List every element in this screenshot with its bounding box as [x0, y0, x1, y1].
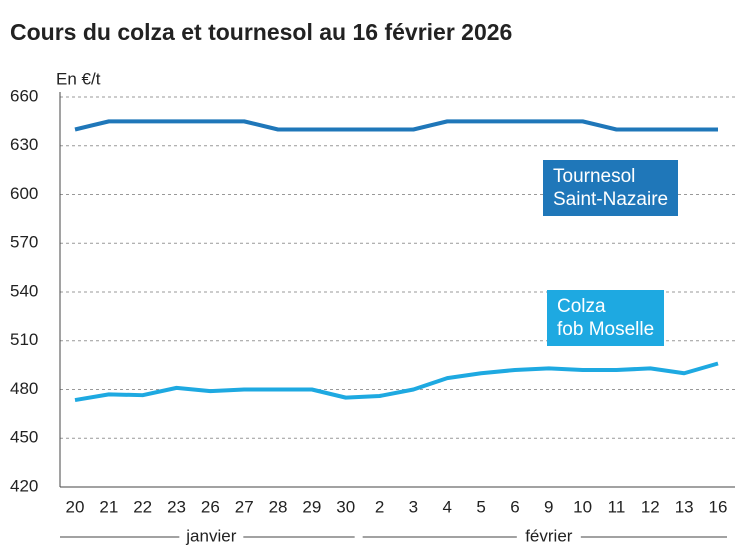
y-tick-label: 540: [10, 281, 38, 300]
y-tick-label: 420: [10, 476, 38, 495]
x-tick-label: 6: [510, 497, 519, 516]
x-tick-label: 28: [269, 497, 288, 516]
x-tick-label: 13: [675, 497, 694, 516]
x-tick-label: 2: [375, 497, 384, 516]
x-tick-label: 11: [608, 497, 626, 516]
y-tick-label: 600: [10, 184, 38, 203]
x-tick-label: 12: [641, 497, 660, 516]
x-tick-label: 4: [443, 497, 452, 516]
y-tick-label: 660: [10, 86, 38, 105]
x-tick-label: 26: [201, 497, 220, 516]
y-axis-label: En €/t: [56, 69, 101, 88]
series-line: [74, 119, 718, 132]
x-tick-label: 3: [409, 497, 418, 516]
y-tick-label: 510: [10, 330, 38, 349]
x-tick-label: 5: [476, 497, 485, 516]
x-tick-label: 30: [336, 497, 355, 516]
x-group-label: février: [525, 526, 573, 545]
x-tick-label: 27: [235, 497, 254, 516]
x-tick-label: 21: [99, 497, 118, 516]
legend-label: Tournesol Saint-Nazaire: [543, 160, 679, 216]
x-tick-label: 23: [167, 497, 186, 516]
x-tick-label: 9: [544, 497, 553, 516]
x-tick-label: 10: [573, 497, 592, 516]
y-tick-label: 450: [10, 428, 38, 447]
x-tick-label: 29: [302, 497, 321, 516]
series-line: [74, 361, 719, 403]
x-tick-label: 16: [709, 497, 728, 516]
chart-title: Cours du colza et tournesol au 16 févrie…: [10, 19, 512, 45]
x-tick-label: 20: [66, 497, 85, 516]
x-tick-label: 22: [133, 497, 152, 516]
y-tick-label: 480: [10, 379, 38, 398]
legend-label: Colza fob Moselle: [547, 290, 665, 346]
y-tick-label: 570: [10, 233, 38, 252]
x-group-label: janvier: [185, 526, 236, 545]
y-tick-label: 630: [10, 135, 38, 154]
